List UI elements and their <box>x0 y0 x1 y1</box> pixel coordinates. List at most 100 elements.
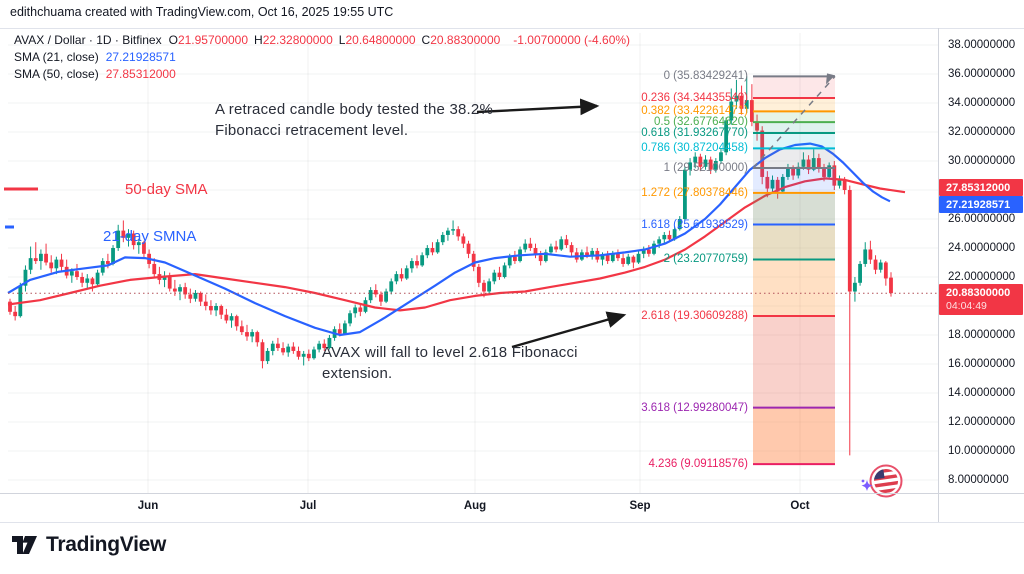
candle-body <box>749 100 754 122</box>
fib-level-label: 0.236 (34.34435540) <box>641 92 748 104</box>
fib-band <box>753 407 835 465</box>
candle-body <box>281 348 285 353</box>
candle-body <box>502 265 507 277</box>
annotation-fall-to-2618[interactable]: AVAX will fall to level 2.618 Fibonacci … <box>322 342 578 384</box>
tradingview-logo-icon <box>12 536 37 554</box>
tradingview-footer[interactable]: TradingView <box>12 533 166 557</box>
candle-body <box>842 179 847 190</box>
fib-band <box>753 316 835 408</box>
price-axis-tick: 34.00000000 <box>948 97 1016 109</box>
change-value: -1.00700000 (-4.60%) <box>513 33 631 47</box>
sma50-key-label[interactable]: 50-day SMA <box>125 181 208 198</box>
candle-body <box>399 274 404 279</box>
candle-body <box>811 158 816 170</box>
candle-body <box>260 342 265 362</box>
candle-body <box>507 256 512 266</box>
candle-body <box>389 281 394 292</box>
sma50-value: 27.85312000 <box>105 67 176 81</box>
candle-body <box>136 242 141 246</box>
sma50-line <box>7 177 906 312</box>
candle-body <box>719 152 723 161</box>
candle-body <box>286 346 291 353</box>
candle-body <box>554 246 559 250</box>
fib-band <box>753 122 835 133</box>
candle-body <box>770 179 775 189</box>
candle-body <box>657 239 662 244</box>
symbol-legend-row[interactable]: AVAX / Dollar · 1D · Bitfinex O21.957000… <box>14 33 630 47</box>
time-axis-label: Jun <box>137 500 159 512</box>
sma21-legend-row[interactable]: SMA (21, close) 27.21928571 <box>14 50 176 64</box>
candle-body <box>33 258 38 262</box>
arrow-to-fib-level <box>476 98 600 116</box>
price-axis-tick: 18.00000000 <box>948 329 1016 341</box>
candle-body <box>641 249 646 254</box>
fib-level-label: 2 (23.20770759) <box>663 253 748 266</box>
arrow-to-2618-label <box>511 311 627 349</box>
candle-body <box>523 243 528 250</box>
candle-body <box>765 176 770 189</box>
sma21-key-label[interactable]: 21-day SMNA <box>103 228 197 245</box>
candle-body <box>85 278 90 283</box>
candle-body <box>873 259 878 270</box>
candle-body <box>528 243 533 248</box>
candle-body <box>142 242 146 254</box>
time-axis-label: Oct <box>790 500 810 512</box>
fibonacci-retracement-drawing[interactable] <box>752 73 836 466</box>
candle-body <box>420 255 425 266</box>
candle-body <box>394 274 399 282</box>
annotation-fib-test[interactable]: A retraced candle body tested the 38.2% … <box>215 99 493 141</box>
candle-body <box>219 306 224 315</box>
candle-body <box>744 100 749 109</box>
sma21-line <box>7 142 891 337</box>
sma-key-marks[interactable] <box>4 187 38 229</box>
price-axis-tick: 26.00000000 <box>948 213 1016 225</box>
fib-band <box>753 224 835 260</box>
candle-body <box>239 326 244 333</box>
candle-body <box>780 176 785 192</box>
candle-body <box>172 288 177 292</box>
time-axis-label: Aug <box>463 500 487 512</box>
candle-body <box>198 292 203 302</box>
candle-body <box>224 314 229 321</box>
candle-body <box>832 165 837 186</box>
price-axis-tick: 36.00000000 <box>948 68 1016 80</box>
candle-body <box>688 162 692 170</box>
candle-body <box>883 262 888 279</box>
candle-body <box>28 258 33 270</box>
sma50-legend-row[interactable]: SMA (50, close) 27.85312000 <box>14 67 176 81</box>
time-axis-label: Sep <box>629 500 651 512</box>
candle-body <box>358 307 363 312</box>
annotation-line: A retraced candle body tested the 38.2% <box>215 101 493 118</box>
annotation-arrows[interactable] <box>476 98 627 349</box>
fib-band <box>753 111 835 123</box>
candle-body <box>440 234 445 243</box>
candle-body <box>265 350 270 362</box>
candle-body <box>276 343 280 349</box>
candle-body <box>18 285 23 317</box>
last-price-axis-badge: 20.88300000 04:04:49 <box>939 284 1023 315</box>
symbol-title: AVAX / Dollar · 1D · Bitfinex <box>14 33 162 47</box>
candle-body <box>342 323 347 334</box>
candle-body <box>193 292 198 299</box>
ohlc-pair: C20.88300000 <box>421 33 501 47</box>
us-flag-sticker[interactable] <box>861 464 903 498</box>
candle-body <box>69 271 74 276</box>
candle-body <box>461 236 466 244</box>
candle-body <box>543 252 548 262</box>
price-axis-tick: 16.00000000 <box>948 358 1016 370</box>
candle-body <box>559 239 564 250</box>
candle-body <box>708 159 713 170</box>
candle-body <box>183 287 188 295</box>
sma-lines <box>7 142 906 337</box>
candle-body <box>646 249 651 254</box>
candle-body <box>404 268 409 279</box>
price-axis-tick: 14.00000000 <box>948 387 1016 399</box>
candle-body <box>131 233 136 246</box>
candle-body <box>662 234 667 240</box>
candle-body <box>837 179 842 186</box>
candle-body <box>167 275 172 289</box>
fib-band <box>753 192 835 225</box>
candle-body <box>301 353 306 357</box>
chart-frame <box>0 28 1024 523</box>
